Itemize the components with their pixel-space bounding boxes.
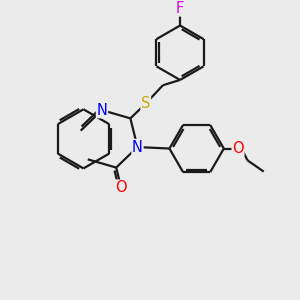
- Text: N: N: [97, 103, 107, 118]
- Text: N: N: [132, 140, 143, 154]
- Text: F: F: [176, 1, 184, 16]
- Text: O: O: [115, 180, 127, 195]
- Text: O: O: [232, 141, 244, 156]
- Text: S: S: [141, 96, 150, 111]
